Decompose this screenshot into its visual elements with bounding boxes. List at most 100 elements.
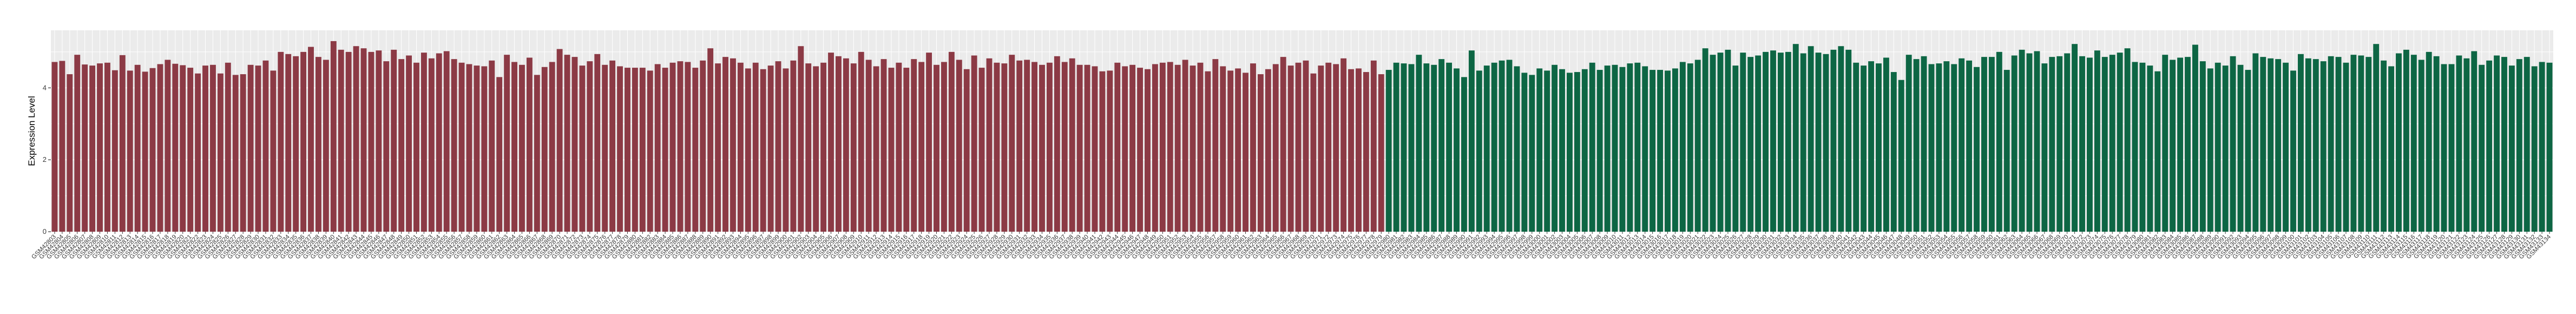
bar [1740,53,1746,232]
bar [217,73,224,232]
bar [1069,58,1075,232]
bar [428,58,435,232]
bar [2034,51,2040,232]
bar [59,61,65,232]
bar [474,66,480,232]
bar [316,57,321,232]
bar [1295,62,1302,232]
bar [579,66,586,232]
bar [1257,74,1264,232]
bar [1770,50,1776,232]
bar [142,71,148,232]
bar [2139,62,2146,232]
bar [1190,66,1196,232]
bar [1506,60,1513,232]
bar [836,56,842,232]
bar [707,48,714,232]
bar [51,62,58,232]
bar [941,62,947,232]
bar [2335,57,2342,232]
bar [1845,49,1852,232]
bar [1250,63,1256,232]
y-axis: 0 2 4 [43,83,51,236]
bar [232,75,239,232]
bar [820,62,827,232]
bar [368,51,374,232]
bar [489,60,495,232]
bar [2214,62,2221,232]
bar [2041,63,2048,232]
bar [828,53,834,232]
bar [1393,62,1399,232]
bar [1370,60,1377,232]
bar [1356,68,1362,232]
bar [1913,59,1920,232]
bar [270,70,277,232]
bar [2365,57,2372,232]
bar [443,51,450,232]
bar [2433,56,2440,232]
bar [2546,62,2553,232]
bar [556,49,563,232]
bar [1521,73,1528,232]
bar [2162,55,2168,232]
bar [1763,51,1769,232]
bar [918,62,925,232]
bar [760,69,766,232]
bar [1868,61,1874,232]
bar [745,68,751,232]
bar [662,68,668,232]
bar [1657,70,1663,232]
bar [2003,70,2010,232]
bar [1310,73,1317,232]
bar [1122,66,1128,232]
bar [1054,56,1060,232]
bar [1823,54,1829,232]
bar [1830,49,1837,232]
bar [2056,56,2063,232]
bar [2388,66,2394,232]
bar [1996,51,2002,232]
bar [2403,49,2409,232]
bar [2064,53,2071,232]
bar [1001,63,1008,232]
bar [2154,71,2161,232]
bar [2358,55,2364,232]
bar [1650,70,1656,232]
bar [850,63,857,232]
bar [2185,57,2191,232]
bar [338,49,344,232]
bar [2501,57,2507,232]
bar [1438,59,1445,232]
bar [1679,62,1686,232]
bar [1921,56,1927,232]
bar [730,58,736,232]
bar [104,62,110,232]
bar [549,62,555,232]
bar [843,58,849,232]
bar [255,66,261,232]
bar [67,74,73,232]
bar [896,62,902,232]
bar [89,66,96,232]
bar [1702,48,1708,232]
y-axis-title: Expression Level [27,96,37,166]
y-tick-label: 2 [43,155,47,163]
bar [1333,64,1339,232]
bar [1076,64,1083,232]
bar [2170,60,2176,232]
bar [1687,63,1693,232]
bar [2283,62,2289,232]
bar [2448,64,2455,232]
bar [511,62,517,232]
bar [888,68,895,232]
bar [398,59,405,232]
bar [1838,46,1844,232]
bar [1861,66,1867,232]
bar [2343,62,2349,232]
bar [2275,59,2282,232]
bar [2471,51,2478,232]
bar [903,68,910,232]
bar [1966,60,1973,232]
bar [1876,63,1882,232]
